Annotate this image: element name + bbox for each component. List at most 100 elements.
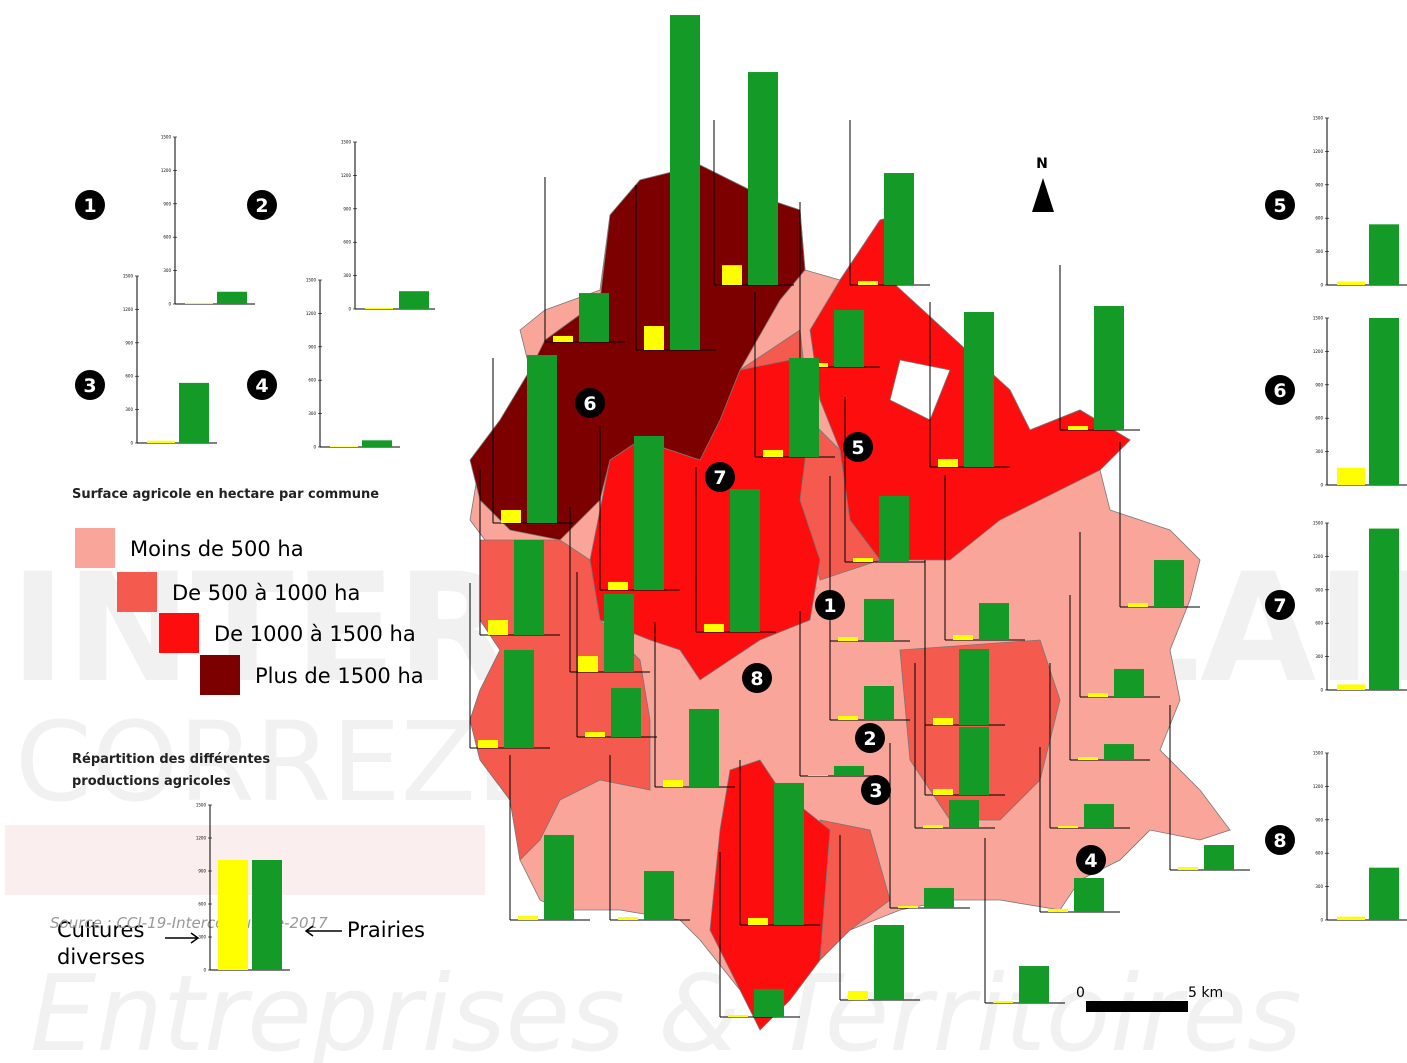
tick-label: 600	[1315, 216, 1323, 221]
bar	[1178, 867, 1198, 870]
bar	[399, 291, 429, 309]
bar	[634, 436, 664, 590]
bar	[874, 924, 904, 1000]
bar	[604, 594, 634, 672]
tick-label: 900	[1315, 382, 1323, 387]
tick-label: 1500	[123, 274, 134, 279]
bar	[858, 281, 878, 285]
marker	[247, 190, 277, 220]
tick-label: 900	[1315, 182, 1323, 187]
marker	[742, 663, 772, 693]
bar	[644, 326, 664, 350]
bar	[217, 291, 247, 304]
bar	[879, 496, 909, 562]
bar	[514, 539, 544, 635]
bar	[1369, 318, 1399, 485]
tick-label: 1200	[1313, 784, 1324, 789]
bar	[774, 782, 804, 925]
bar	[1337, 467, 1365, 485]
bar	[252, 860, 282, 970]
tick-label: 900	[1315, 587, 1323, 592]
tick-label: 1500	[1313, 316, 1324, 321]
bar	[1019, 966, 1049, 1003]
marker-label: 5	[1273, 195, 1286, 217]
bar	[1058, 826, 1078, 828]
marker-label: 3	[83, 375, 96, 397]
bar	[501, 510, 521, 523]
tick-label: 0	[348, 307, 351, 312]
bar	[365, 307, 393, 309]
bar	[1204, 845, 1234, 870]
tick-label: 300	[343, 273, 351, 278]
marker	[1265, 590, 1295, 620]
marker	[75, 190, 105, 220]
tick-label: 900	[198, 869, 206, 874]
tick-label: 1500	[341, 140, 352, 145]
bar	[478, 739, 498, 748]
bar	[579, 293, 609, 342]
tick-label: 600	[308, 378, 316, 383]
legend-label: Cultures	[57, 918, 144, 942]
bar	[585, 732, 605, 737]
marker-label: 4	[255, 375, 268, 397]
bar	[728, 1015, 748, 1017]
tick-label: 900	[125, 340, 133, 345]
bar	[179, 382, 209, 443]
tick-label: 600	[1315, 416, 1323, 421]
tick-label: 300	[308, 411, 316, 416]
bar	[924, 887, 954, 908]
bar	[504, 649, 534, 748]
tick-label: 0	[1320, 918, 1323, 923]
bar	[1094, 306, 1124, 430]
watermark: CORREZE	[15, 698, 546, 826]
bar	[789, 358, 819, 457]
bar	[1369, 867, 1399, 920]
source: Source : CCI-19-Interconsulaire-2017	[50, 914, 328, 932]
tick-label: 1200	[341, 173, 352, 178]
legend-swatch	[200, 655, 240, 695]
north-label: N	[1036, 156, 1048, 172]
tick-label: 1200	[123, 307, 134, 312]
marker	[1265, 825, 1295, 855]
marker	[575, 388, 605, 418]
tick-label: 300	[1315, 654, 1323, 659]
bar	[763, 449, 783, 457]
marker-label: 3	[869, 780, 882, 802]
tick-label: 1500	[1313, 116, 1324, 121]
bar	[979, 603, 1009, 640]
bar	[838, 637, 858, 641]
marker-label: 1	[823, 595, 836, 617]
marker	[843, 432, 873, 462]
bar	[1337, 281, 1365, 285]
bar	[663, 779, 683, 787]
bar	[964, 312, 994, 467]
tick-label: 0	[1320, 483, 1323, 488]
marker	[815, 590, 845, 620]
marker	[855, 723, 885, 753]
marker-label: 2	[863, 728, 876, 750]
bar	[704, 623, 724, 632]
legend-title: Répartition des différentes	[72, 752, 270, 767]
tick-label: 1200	[1313, 554, 1324, 559]
tick-label: 1200	[1313, 349, 1324, 354]
legend-label: De 500 à 1000 ha	[172, 581, 360, 605]
bar	[1128, 603, 1148, 607]
bar	[553, 335, 573, 342]
scale-bar	[1086, 1001, 1188, 1012]
tick-label: 600	[1315, 621, 1323, 626]
bar	[1337, 916, 1365, 920]
bar	[953, 635, 973, 640]
bar	[1104, 744, 1134, 760]
tick-label: 900	[308, 344, 316, 349]
bar	[898, 906, 918, 908]
marker-label: 7	[713, 467, 726, 489]
bar	[1084, 804, 1114, 828]
bar	[1088, 693, 1108, 697]
bar	[1074, 878, 1104, 912]
bar	[864, 598, 894, 641]
bar	[834, 765, 864, 776]
legend-label: De 1000 à 1500 ha	[214, 622, 416, 646]
marker-label: 5	[851, 437, 864, 459]
bar	[147, 440, 175, 443]
